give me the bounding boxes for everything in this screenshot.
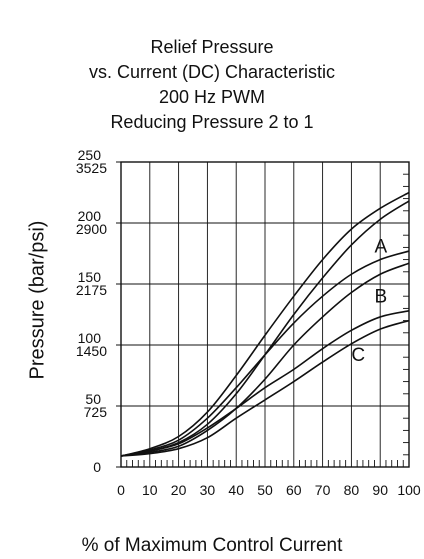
chart-title-line-1: Relief Pressure xyxy=(150,37,274,57)
series-line-b-lower xyxy=(120,262,410,457)
series-layer xyxy=(120,191,410,457)
y-tick-label-psi: 1450 xyxy=(76,343,107,359)
series-line-b-upper xyxy=(120,250,410,457)
series-line-c-lower xyxy=(120,319,410,457)
x-tick-label: 50 xyxy=(257,482,273,498)
x-tick-label: 40 xyxy=(228,482,244,498)
x-tick-label: 90 xyxy=(372,482,388,498)
grid-layer xyxy=(121,162,409,467)
y-tick-label-bar: 0 xyxy=(93,459,101,475)
x-axis-label: % of Maximum Control Current xyxy=(81,535,343,556)
x-tick-label: 80 xyxy=(344,482,360,498)
y-tick-label-bar: 150 xyxy=(78,269,102,285)
series-label-a: A xyxy=(374,236,387,257)
y-tick-label-bar: 50 xyxy=(85,391,101,407)
series-label-c: C xyxy=(351,345,365,366)
x-tick-label: 20 xyxy=(171,482,187,498)
tick-layer xyxy=(116,161,409,468)
x-tick-label: 100 xyxy=(397,482,421,498)
series-line-c-upper xyxy=(120,310,410,457)
chart-title-line-2: vs. Current (DC) Characteristic xyxy=(88,62,336,82)
y-tick-label-bar: 250 xyxy=(78,147,102,163)
series-line-a-upper xyxy=(120,191,410,457)
chart-title-line-4: Reducing Pressure 2 to 1 xyxy=(110,112,314,132)
series-label-b: B xyxy=(374,286,387,307)
chart-title-line-3: 200 Hz PWM xyxy=(158,87,266,107)
y-tick-label-bar: 200 xyxy=(78,208,102,224)
x-tick-label: 60 xyxy=(286,482,302,498)
x-tick-label: 30 xyxy=(200,482,216,498)
y-tick-label-psi: 2175 xyxy=(76,282,107,298)
x-tick-label: 0 xyxy=(117,482,125,498)
y-tick-label-psi: 2900 xyxy=(76,221,107,237)
y-tick-label-psi: 725 xyxy=(84,404,108,420)
plot-frame xyxy=(120,161,410,468)
y-tick-label-bar: 100 xyxy=(78,330,102,346)
x-tick-label: 70 xyxy=(315,482,331,498)
x-tick-label: 10 xyxy=(142,482,158,498)
y-tick-label-psi: 3525 xyxy=(76,160,107,176)
